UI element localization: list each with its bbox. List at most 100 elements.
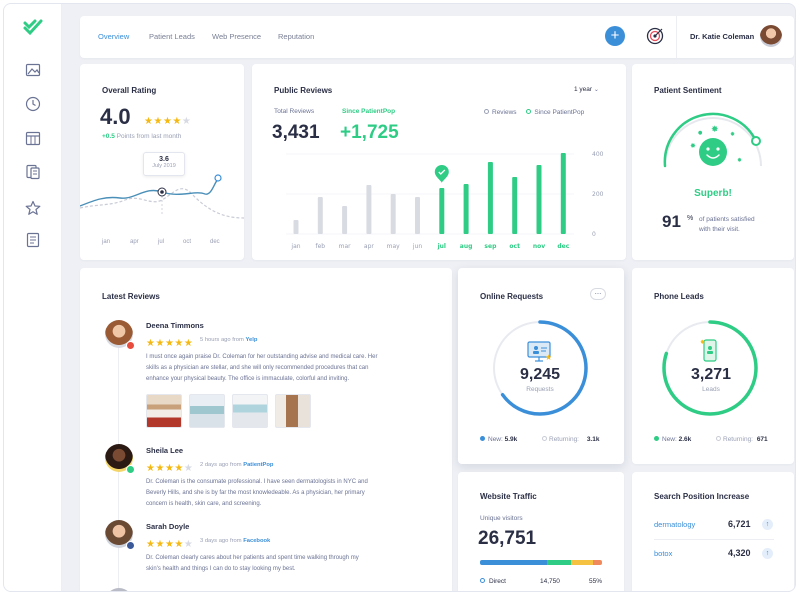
- legend-dot: [716, 436, 721, 441]
- reviewer-avatar[interactable]: [105, 588, 133, 591]
- forms-icon[interactable]: [25, 164, 41, 180]
- star-icon: ★: [164, 539, 175, 550]
- review-source-link[interactable]: Facebook: [243, 538, 271, 544]
- divider: [676, 16, 677, 58]
- sentiment-line-2: with their visit.: [699, 226, 740, 233]
- x-tick-label: oct: [509, 243, 520, 250]
- tab-web-presence[interactable]: Web Presence: [212, 32, 262, 41]
- star-icon[interactable]: [25, 200, 41, 216]
- search-term-link[interactable]: dermatology: [654, 520, 696, 529]
- patientpop-logo-icon[interactable]: [22, 16, 44, 38]
- user-name[interactable]: Dr. Katie Coleman: [690, 32, 755, 41]
- bar-reviews[interactable]: [366, 185, 372, 234]
- card-title: Online Requests: [480, 292, 544, 301]
- office-photo-thumbnail[interactable]: [146, 394, 182, 428]
- x-tick-label: mar: [339, 243, 352, 250]
- x-tick-label: aug: [460, 243, 473, 250]
- avatar[interactable]: [760, 25, 782, 47]
- tab-reputation[interactable]: Reputation: [278, 32, 315, 41]
- legend-since: Since PatientPop: [534, 109, 585, 116]
- gauge-knob[interactable]: [751, 136, 761, 146]
- requests-value: 9,245: [519, 366, 561, 383]
- tooltip-date: July 2019: [152, 163, 176, 169]
- review-source-link[interactable]: Yelp: [245, 337, 258, 343]
- star-icon: ★: [146, 539, 156, 550]
- tab-patient-leads[interactable]: Patient Leads: [149, 32, 195, 41]
- map-pin-icon[interactable]: [434, 165, 449, 183]
- rating-value: 4.0: [100, 104, 131, 129]
- office-photo-thumbnail[interactable]: [275, 394, 311, 428]
- target-icon[interactable]: [646, 27, 664, 45]
- tooltip-value: 3.6: [159, 156, 169, 163]
- star-icon: ★: [146, 338, 156, 349]
- rating-trend-chart: [80, 174, 244, 219]
- star-icon: ★: [153, 116, 163, 127]
- bar-since-patientpop[interactable]: [439, 188, 445, 234]
- yelp-badge-icon: [126, 341, 135, 350]
- star-empty-icon: ★: [181, 116, 192, 127]
- legend-dot-reviews: [484, 109, 489, 114]
- traffic-segment[interactable]: [571, 560, 594, 565]
- legend-reviews: Reviews: [492, 109, 517, 116]
- tab-overview[interactable]: Overview: [98, 32, 130, 41]
- search-term-link[interactable]: botox: [654, 549, 673, 558]
- traffic-sub: Unique visitors: [480, 515, 523, 522]
- clock-icon[interactable]: [25, 96, 41, 112]
- office-photo-thumbnail[interactable]: [189, 394, 225, 428]
- x-tick-label: dec: [557, 243, 569, 250]
- traffic-row-label: Direct: [489, 578, 506, 585]
- latest-reviews-card: Latest Reviews Deena Timmons ★★★★★ 5 hou…: [80, 268, 452, 591]
- star-icon: ★: [155, 539, 165, 550]
- document-icon[interactable]: [25, 232, 41, 248]
- sparkle-icon: ●: [698, 130, 703, 136]
- traffic-segment[interactable]: [480, 560, 548, 565]
- bar-since-patientpop[interactable]: [463, 184, 469, 234]
- calendar-icon[interactable]: [25, 130, 41, 146]
- bar-since-patientpop[interactable]: [512, 177, 518, 234]
- traffic-segment[interactable]: [593, 560, 602, 565]
- card-title: Search Position Increase: [654, 492, 750, 501]
- more-options-button[interactable]: ...: [590, 288, 606, 300]
- bar-since-patientpop[interactable]: [487, 162, 493, 234]
- star-icon: ★: [144, 116, 154, 127]
- sparkle-icon: ✸: [711, 125, 719, 135]
- traffic-row-direct[interactable]: Direct 14,750 55%: [480, 578, 602, 585]
- star-icon: ★: [174, 338, 184, 349]
- review-source-link[interactable]: PatientPop: [243, 462, 274, 468]
- bar-since-patientpop[interactable]: [536, 165, 542, 234]
- image-icon[interactable]: [25, 62, 41, 78]
- data-point-marker[interactable]: [214, 174, 222, 182]
- arrow-up-icon[interactable]: ↑: [762, 519, 773, 530]
- x-tick-label: sep: [484, 243, 497, 250]
- new-stat: New: 5.9k: [480, 436, 517, 443]
- range-value: 1 year: [574, 86, 593, 93]
- x-tick-label: jan: [290, 243, 300, 250]
- x-tick-label: nov: [533, 243, 545, 250]
- arrow-up-icon[interactable]: ↑: [762, 548, 773, 559]
- legend-dot: [480, 578, 485, 583]
- bar-reviews[interactable]: [342, 206, 348, 234]
- bar-reviews[interactable]: [415, 197, 420, 234]
- sentiment-label: Superb!: [694, 188, 732, 199]
- returning-label: Returning:: [723, 436, 753, 443]
- chevron-down-icon: ⌄: [593, 87, 599, 93]
- new-value: 2.6k: [678, 436, 692, 443]
- public-reviews-card: Public Reviews 1 year ⌄ Total Reviews Si…: [252, 64, 626, 260]
- reviewer-name: Deena Timmons: [146, 321, 204, 330]
- smiley-face-icon: [699, 138, 727, 166]
- svg-text:★: ★: [545, 353, 552, 362]
- legend-dot-since: [526, 109, 532, 114]
- bar-reviews[interactable]: [293, 220, 299, 234]
- ring-progress: [492, 320, 588, 416]
- bar-reviews[interactable]: [317, 197, 323, 234]
- divider: [654, 539, 774, 540]
- traffic-segment[interactable]: [547, 560, 572, 565]
- add-button[interactable]: +: [605, 26, 625, 46]
- rating-change-text: Points from last month: [116, 133, 182, 140]
- bar-reviews[interactable]: [390, 194, 396, 234]
- review-time: 5 hours ago from: [200, 337, 244, 343]
- range-dropdown[interactable]: 1 year ⌄: [574, 86, 599, 93]
- office-photo-thumbnail[interactable]: [232, 394, 268, 428]
- bar-since-patientpop[interactable]: [560, 153, 566, 234]
- card-title: Public Reviews: [274, 86, 333, 95]
